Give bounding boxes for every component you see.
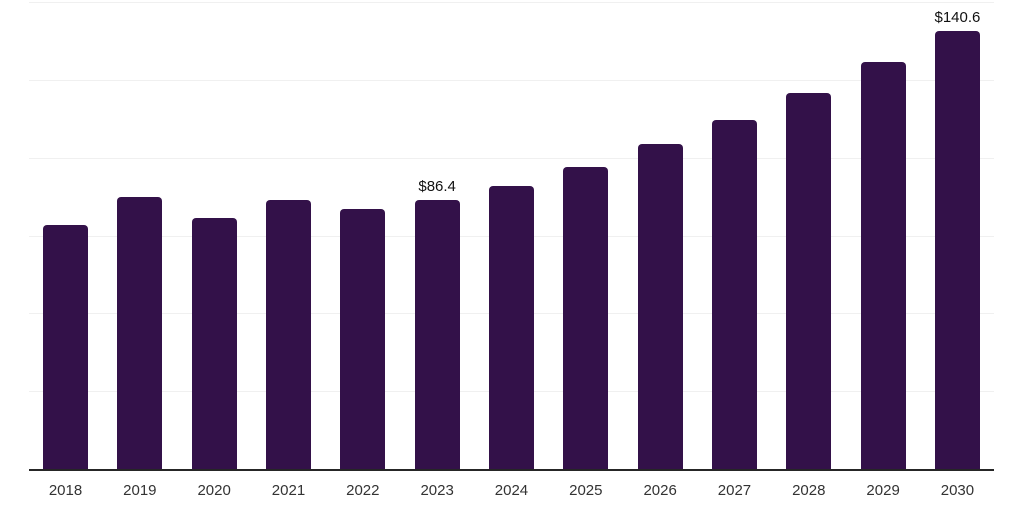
gridline-150: [29, 2, 994, 3]
x-tick-2030: 2030: [940, 482, 975, 499]
x-axis-labels: 2018 2019 2020 2021 2022 2023 2024 2025 2026 2027…: [29, 481, 994, 501]
bar-group-2019: [117, 2, 163, 469]
x-tick-2022: 2022: [346, 482, 380, 499]
bar-group-2026: [637, 2, 683, 469]
plot-area: $86.4 $140.6: [29, 2, 994, 471]
x-tick-2019: 2019: [123, 482, 157, 499]
x-axis-line: [29, 469, 994, 471]
x-tick-2021: 2021: [271, 482, 306, 499]
x-tick-2029: 2029: [866, 482, 900, 499]
bar-group-2029: [860, 2, 906, 469]
x-tick-2026: 2026: [643, 482, 677, 499]
data-label-2023: $86.4: [418, 178, 456, 196]
bar-2023: [414, 200, 460, 469]
bar-2026: [637, 143, 683, 469]
x-tick-2020: 2020: [197, 482, 231, 499]
x-tick-2025: 2025: [569, 482, 603, 499]
bar-2029: [860, 62, 906, 469]
bar-group-2025: [563, 2, 609, 469]
bars-container: $86.4 $140.6: [29, 2, 994, 469]
bar-2025: [563, 167, 609, 469]
gridline-100: [29, 157, 994, 159]
bar-group-2020: [191, 2, 237, 469]
x-tick-2018: 2018: [48, 482, 83, 499]
x-tick-2027: 2027: [717, 482, 752, 499]
x-tick-2024: 2024: [494, 482, 529, 499]
bar-group-2022: [340, 2, 386, 469]
bar-group-2028: [786, 2, 832, 469]
bar-group-2024: [488, 2, 534, 469]
bar-2020: [191, 218, 237, 469]
bar-2018: [43, 224, 88, 469]
bar-2030: [934, 31, 980, 469]
bar-2022: [340, 209, 386, 469]
x-tick-2028: 2028: [792, 482, 826, 499]
bar-group-2021: [265, 2, 311, 469]
bar-group-2018: [43, 2, 88, 469]
bar-2021: [265, 200, 311, 469]
gridline-125: [29, 79, 994, 81]
bar-2024: [488, 185, 534, 469]
bar-2028: [786, 92, 832, 469]
x-tick-2023: 2023: [420, 482, 454, 499]
bar-group-2030: $140.6: [935, 2, 980, 469]
bar-2019: [117, 197, 163, 469]
bar-group-2027: [711, 2, 757, 469]
bar-2027: [711, 119, 757, 469]
data-label-2030: $140.6: [934, 9, 981, 27]
bar-group-2023: $86.4: [414, 2, 460, 469]
